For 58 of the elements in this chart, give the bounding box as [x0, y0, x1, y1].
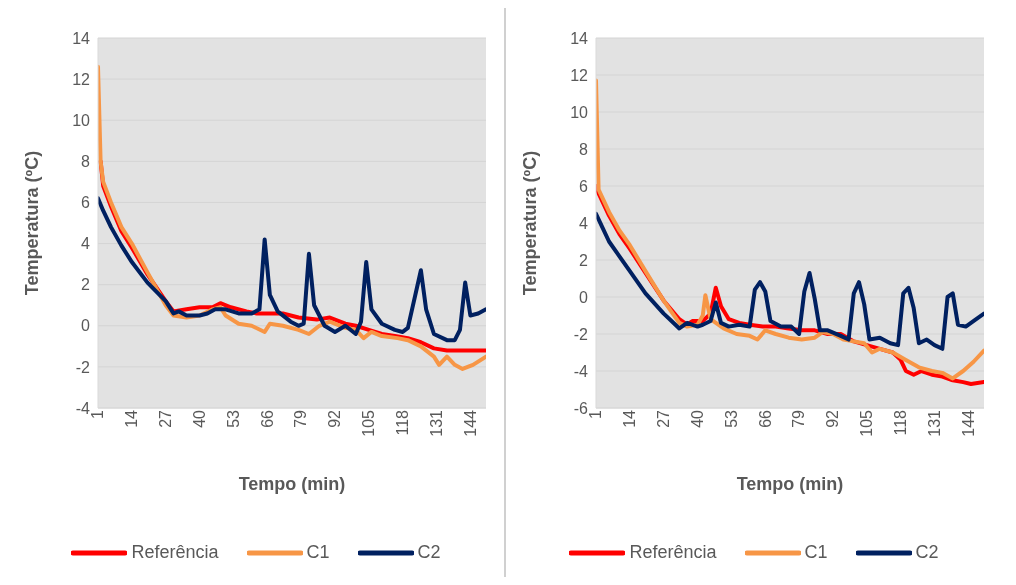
- legend-label: C1: [306, 542, 330, 563]
- x-tick-label: 14: [621, 409, 639, 428]
- y-tick-label: -2: [75, 358, 91, 376]
- x-tick-label: 79: [790, 409, 808, 428]
- x-tick-label: 118: [892, 409, 910, 436]
- y-tick-label: 14: [570, 29, 589, 47]
- legend-label: Referência: [629, 542, 717, 563]
- y-tick-label: 0: [579, 288, 589, 306]
- y-tick-label: 10: [72, 111, 91, 129]
- x-tick-label: 53: [722, 409, 740, 428]
- x-tick-label: 66: [756, 409, 774, 428]
- y-tick-label: 0: [81, 317, 91, 335]
- y-tick-label: -2: [573, 325, 589, 343]
- legend-label: Referência: [131, 542, 219, 563]
- y-tick-label: 8: [81, 153, 91, 171]
- x-tick-label: 92: [824, 409, 842, 428]
- x-tick-label: 144: [959, 409, 977, 437]
- x-tick-label: 66: [258, 409, 276, 428]
- x-tick-label: 27: [157, 409, 175, 428]
- legend-label: C1: [804, 542, 828, 563]
- legend-label: C2: [417, 542, 441, 563]
- y-tick-label: 6: [81, 194, 91, 212]
- y-tick-label: -6: [573, 399, 589, 417]
- x-tick-label: 131: [427, 409, 445, 437]
- line-series: [596, 78, 984, 381]
- x-tick-label: 14: [123, 409, 141, 428]
- x-tick-label: 27: [655, 409, 673, 428]
- legend-label: C2: [915, 542, 939, 563]
- x-tick-label: 105: [360, 409, 378, 437]
- y-tick-label: 8: [579, 140, 589, 158]
- y-tick-label: 2: [579, 251, 589, 269]
- y-axis-title: Temperatura (ºC): [22, 150, 43, 296]
- x-axis-title: Tempo (min): [238, 474, 346, 494]
- x-tick-label: 131: [925, 409, 943, 437]
- x-tick-label: 144: [461, 409, 479, 437]
- x-axis-title: Tempo (min): [736, 474, 844, 494]
- y-tick-label: 14: [72, 29, 91, 47]
- line-series: [98, 196, 486, 343]
- x-tick-label: 105: [858, 409, 876, 437]
- y-tick-label: 4: [81, 235, 91, 253]
- x-tick-label: 92: [326, 409, 344, 428]
- x-tick-label: 40: [688, 409, 706, 428]
- y-tick-label: 2: [81, 276, 91, 294]
- x-tick-label: 79: [292, 409, 310, 428]
- x-tick-label: 1: [587, 409, 605, 419]
- y-tick-label: -4: [573, 362, 589, 380]
- x-tick-label: 53: [224, 409, 242, 428]
- line-series: [596, 211, 984, 351]
- x-tick-label: 118: [394, 409, 412, 436]
- y-axis-title: Temperatura (ºC): [520, 150, 541, 296]
- y-tick-label: 4: [579, 214, 589, 232]
- x-tick-label: 40: [190, 409, 208, 428]
- y-tick-label: 12: [72, 70, 91, 88]
- y-tick-label: 6: [579, 177, 589, 195]
- y-tick-label: 10: [570, 103, 589, 121]
- x-tick-label: 1: [89, 409, 107, 419]
- y-tick-label: -4: [75, 399, 91, 417]
- y-tick-label: 12: [570, 66, 589, 84]
